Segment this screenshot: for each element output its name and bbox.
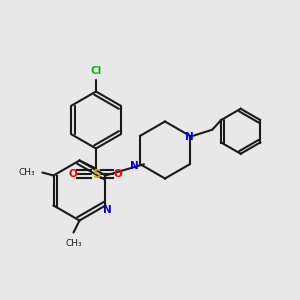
- Text: N: N: [130, 161, 139, 171]
- Text: Cl: Cl: [90, 67, 102, 76]
- Text: CH₃: CH₃: [19, 168, 35, 177]
- Text: S: S: [92, 167, 100, 181]
- Text: N: N: [185, 132, 194, 142]
- Text: N: N: [103, 205, 111, 215]
- Text: O: O: [68, 169, 77, 179]
- Text: O: O: [113, 169, 122, 179]
- Text: CH₃: CH₃: [65, 238, 82, 247]
